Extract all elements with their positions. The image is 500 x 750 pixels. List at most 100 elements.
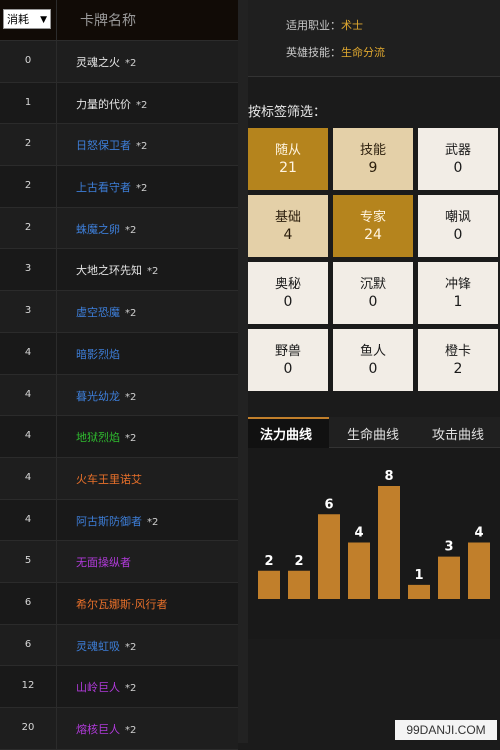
card-name[interactable]: 蛛魔之卵 (76, 222, 120, 236)
deck-header: 消耗 ▼ 卡牌名称 (0, 0, 238, 41)
card-name[interactable]: 灵魂虹吸 (76, 639, 120, 653)
card-row[interactable]: 6 希尔瓦娜斯·风行者 (0, 582, 238, 625)
tag-filter-button[interactable]: 武器 0 (418, 128, 498, 190)
tag-filter-button[interactable]: 橙卡 2 (418, 329, 498, 391)
card-row[interactable]: 0 灵魂之火 *2 (0, 41, 238, 83)
card-name-cell: 大地之环先知 *2 (76, 262, 158, 278)
panel-divider (238, 0, 248, 743)
tag-filter-button[interactable]: 基础 4 (248, 195, 328, 257)
card-name[interactable]: 灵魂之火 (76, 56, 120, 69)
card-name[interactable]: 虚空恐魔 (76, 306, 120, 320)
hero-power-value[interactable]: 生命分流 (341, 46, 385, 59)
card-row[interactable]: 2 上古看守者 *2 (0, 166, 238, 208)
deck-info: 适用职业：术士 英雄技能：生命分流 (248, 0, 500, 77)
card-row[interactable]: 2 蛛魔之卵 *2 (0, 207, 238, 250)
tag-filter-button[interactable]: 技能 9 (333, 128, 413, 190)
card-row[interactable]: 6 灵魂虹吸 *2 (0, 624, 238, 667)
card-row[interactable]: 4 暮光幼龙 *2 (0, 374, 238, 417)
card-name-cell: 日怒保卫者 *2 (76, 137, 147, 153)
tag-count: 2 (453, 361, 463, 377)
tag-label: 橙卡 (444, 344, 471, 359)
tag-filter-button[interactable]: 奥秘 0 (248, 262, 328, 324)
tag-label: 技能 (359, 143, 386, 158)
tab-mana-curve[interactable]: 法力曲线 (260, 428, 313, 443)
tab-attack-curve[interactable]: 攻击曲线 (432, 428, 485, 443)
tag-filter-button[interactable]: 野兽 0 (248, 329, 328, 391)
card-name-cell: 蛛魔之卵 *2 (76, 221, 136, 237)
card-cost: 4 (24, 346, 32, 358)
card-cost: 4 (24, 471, 32, 483)
row-divider (56, 499, 57, 541)
card-name[interactable]: 无面操纵者 (76, 556, 131, 570)
card-cost: 2 (24, 221, 32, 233)
curve-bar (258, 570, 280, 599)
card-name[interactable]: 上古看守者 (76, 181, 131, 195)
filter-title: 按标签筛选： (248, 105, 327, 120)
card-cost: 5 (24, 555, 32, 567)
card-row[interactable]: 12 山岭巨人 *2 (0, 666, 238, 708)
card-row[interactable]: 5 无面操纵者 (0, 541, 238, 583)
card-cost: 2 (24, 138, 32, 150)
card-name[interactable]: 熔核巨人 (76, 723, 120, 736)
card-cost: 3 (24, 263, 32, 275)
tag-filter-button[interactable]: 随从 21 (248, 128, 328, 190)
tag-count: 24 (364, 227, 382, 243)
card-cost: 1 (24, 96, 32, 108)
card-row[interactable]: 2 日怒保卫者 *2 (0, 124, 238, 167)
card-name-cell: 上古看守者 *2 (76, 179, 147, 195)
card-name[interactable]: 地狱烈焰 (76, 431, 120, 445)
card-name[interactable]: 日怒保卫者 (76, 139, 131, 153)
card-name[interactable]: 阿古斯防御者 (76, 514, 142, 528)
curve-bar-label: 2 (294, 554, 303, 569)
card-row[interactable]: 20 熔核巨人 *2 (0, 708, 238, 750)
card-name[interactable]: 希尔瓦娜斯·风行者 (76, 597, 168, 611)
tag-label: 武器 (444, 143, 471, 158)
card-name-cell: 阿古斯防御者 *2 (76, 513, 158, 529)
card-row[interactable]: 3 虚空恐魔 *2 (0, 291, 238, 333)
curve-bar-label: 2 (264, 554, 273, 569)
card-cost: 6 (24, 596, 32, 608)
card-name[interactable]: 暗影烈焰 (76, 347, 120, 361)
tag-filter-button[interactable]: 冲锋 1 (418, 262, 498, 324)
card-cost: 2 (24, 180, 32, 192)
card-count: *2 (136, 183, 148, 195)
card-name-cell: 火车王里诺艾 (76, 471, 147, 487)
card-name-cell: 灵魂之火 *2 (76, 54, 136, 70)
card-name[interactable]: 火车王里诺艾 (76, 472, 142, 486)
card-name[interactable]: 大地之环先知 (76, 264, 142, 278)
card-rows: 0 灵魂之火 *2 1 力量的代价 *2 2 日怒保卫者 *2 2 上古看守者 *2 2 蛛魔之卵 *2 3 大… (0, 41, 238, 750)
card-name-cell: 希尔瓦娜斯·风行者 (76, 596, 173, 612)
card-row[interactable]: 4 阿古斯防御者 *2 (0, 499, 238, 542)
class-value[interactable]: 术士 (341, 19, 363, 32)
tag-count: 0 (453, 160, 463, 176)
card-cost: 4 (24, 388, 32, 400)
curve-bar-label: 8 (384, 469, 393, 484)
curve-bar (468, 542, 490, 599)
row-divider (56, 666, 57, 707)
card-count: *2 (125, 725, 137, 736)
tag-filter-button[interactable]: 鱼人 0 (333, 329, 413, 391)
card-row[interactable]: 1 力量的代价 *2 (0, 82, 238, 125)
card-row[interactable]: 4 暗影烈焰 (0, 332, 238, 375)
card-name[interactable]: 力量的代价 (76, 97, 131, 111)
card-name-cell: 地狱烈焰 *2 (76, 429, 136, 445)
sort-select[interactable]: 消耗 ▼ (3, 9, 51, 29)
tag-filter-button[interactable]: 嘲讽 0 (418, 195, 498, 257)
mana-curve-chart: 2 2 6 4 8 1 3 4 (258, 469, 490, 599)
card-name-cell: 暗影烈焰 (76, 346, 125, 362)
card-name[interactable]: 山岭巨人 (76, 681, 120, 695)
tag-filter-button[interactable]: 沉默 0 (333, 262, 413, 324)
curve-bar (408, 584, 430, 599)
tag-filter-button[interactable]: 专家 24 (333, 195, 413, 257)
row-divider (56, 207, 57, 249)
row-divider (56, 166, 57, 207)
tag-count: 0 (453, 227, 463, 243)
card-name[interactable]: 暮光幼龙 (76, 389, 120, 403)
card-row[interactable]: 3 大地之环先知 *2 (0, 249, 238, 292)
row-divider (56, 82, 57, 124)
tag-count: 4 (283, 227, 293, 243)
card-row[interactable]: 4 地狱烈焰 *2 (0, 416, 238, 458)
card-row[interactable]: 4 火车王里诺艾 (0, 457, 238, 500)
tab-health-curve[interactable]: 生命曲线 (347, 428, 400, 443)
tag-label: 奥秘 (274, 277, 301, 292)
